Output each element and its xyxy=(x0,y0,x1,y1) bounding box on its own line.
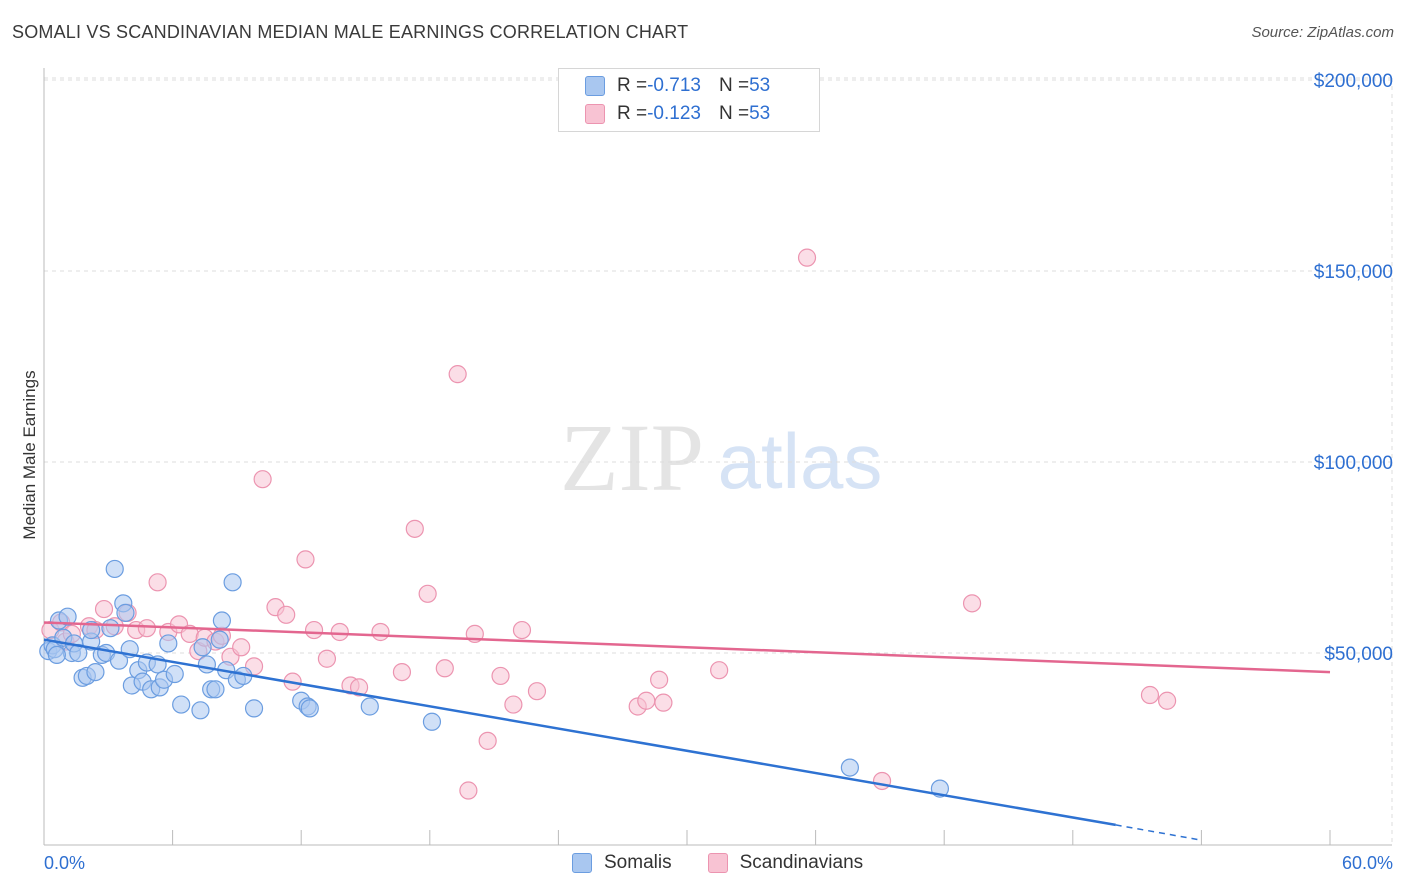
somali-trend-extension xyxy=(1115,824,1202,841)
scandinavian-point xyxy=(418,584,437,603)
somali-swatch xyxy=(572,853,592,873)
somali-point xyxy=(244,699,264,718)
somali-swatch xyxy=(585,76,605,96)
legend-n-label: N = xyxy=(718,103,750,124)
scandinavian-point xyxy=(637,691,656,710)
y-tick-labels: $50,000 $100,000 $150,000 $200,000 xyxy=(1314,71,1393,665)
y-tick-label: $200,000 xyxy=(1314,71,1393,92)
legend-row-scandinavians: R = -0.123 N = 53 xyxy=(585,103,770,125)
legend-r-value: -0.123 xyxy=(647,103,701,124)
somali-point xyxy=(159,634,178,653)
scandinavian-point xyxy=(512,620,532,640)
scandinavian-point xyxy=(872,771,892,791)
scandinavian-point xyxy=(330,622,349,642)
somali-point xyxy=(165,664,184,684)
somali-trend-line xyxy=(43,638,1116,827)
watermark: ZIP atlas xyxy=(560,404,882,511)
somali-point xyxy=(360,697,379,716)
scandinavian-point xyxy=(137,619,156,638)
y-tick-label: $50,000 xyxy=(1324,644,1393,665)
scandinavian-trend-line xyxy=(43,621,1331,674)
somali-point xyxy=(86,662,105,682)
legend-n-value: 53 xyxy=(749,75,771,96)
scandinavian-point xyxy=(317,649,337,668)
somali-point xyxy=(212,611,231,630)
somali-point xyxy=(197,655,216,674)
scandinavian-point xyxy=(710,661,729,680)
scandinavian-swatch xyxy=(585,104,605,124)
series-legend: Somalis Scandinavians xyxy=(572,852,899,874)
scandinavian-point xyxy=(277,605,296,624)
somali-point xyxy=(840,758,859,777)
scandinavian-point xyxy=(94,599,114,619)
scandinavian-point xyxy=(435,659,454,678)
somali-point xyxy=(210,630,229,649)
y-axis-label: Median Male Earnings xyxy=(20,370,39,540)
trend-lines xyxy=(43,621,1331,841)
axes xyxy=(43,68,1392,846)
scandinavian-point xyxy=(253,470,272,489)
scandinavian-point xyxy=(797,248,817,267)
correlation-legend: R = -0.713 N = 53 R = -0.123 N = 53 xyxy=(558,68,820,132)
scandinavian-swatch xyxy=(707,853,728,873)
somali-point xyxy=(172,695,191,714)
scandinavian-point xyxy=(405,519,424,538)
scandinavian-point xyxy=(148,573,167,592)
scandinavian-point xyxy=(1158,691,1177,710)
scandinavian-point xyxy=(304,620,324,640)
source-label: Source: ZipAtlas.com xyxy=(1251,24,1394,41)
somali-point xyxy=(47,645,66,665)
legend-r-value: -0.713 xyxy=(647,75,701,96)
scandinavian-point xyxy=(654,693,673,712)
scandinavian-point xyxy=(232,638,251,657)
legend-item-scandinavians: Scandinavians xyxy=(707,852,864,874)
scandinavian-point xyxy=(962,594,982,613)
scandinavian-point xyxy=(296,550,315,569)
scandinavian-point xyxy=(349,678,369,697)
legend-n-value: 53 xyxy=(749,103,771,124)
scandinavian-point xyxy=(650,670,669,689)
scandinavian-point xyxy=(491,666,510,686)
scandinavian-point xyxy=(392,662,412,682)
watermark-zip: ZIP xyxy=(560,404,704,511)
somali-point xyxy=(82,620,101,640)
watermark-atlas: atlas xyxy=(718,417,883,505)
legend-n-label: N = xyxy=(718,75,750,96)
scandinavian-point xyxy=(478,731,497,750)
x-tick-labels: 0.0% 60.0% xyxy=(44,853,1393,873)
somali-point xyxy=(58,607,77,626)
y-tick-label: $150,000 xyxy=(1314,262,1393,283)
scandinavian-points xyxy=(41,248,1177,800)
somali-point xyxy=(300,699,319,718)
gridlines xyxy=(44,77,1393,845)
scandinavian-point xyxy=(371,622,390,642)
y-tick-label: $100,000 xyxy=(1314,453,1393,474)
chart-title: SOMALI VS SCANDINAVIAN MEDIAN MALE EARNI… xyxy=(12,22,689,42)
scandinavian-point xyxy=(1140,685,1160,705)
somali-point xyxy=(101,619,120,638)
somali-point xyxy=(116,603,135,622)
legend-r-label: R = xyxy=(617,75,648,96)
scandinavian-point xyxy=(504,695,523,714)
legend-row-somalis: R = -0.713 N = 53 xyxy=(585,75,770,97)
x-tick-label: 0.0% xyxy=(44,853,85,873)
legend-label-somalis: Somalis xyxy=(604,852,672,873)
somali-point xyxy=(193,638,212,657)
somali-point xyxy=(223,573,242,592)
somali-point xyxy=(422,712,442,731)
scandinavian-point xyxy=(527,682,547,701)
scandinavian-point xyxy=(459,781,478,800)
legend-item-somalis: Somalis xyxy=(572,852,672,874)
scandinavian-point xyxy=(448,365,467,384)
legend-label-scandinavians: Scandinavians xyxy=(739,852,864,873)
legend-r-label: R = xyxy=(617,103,648,124)
somali-point xyxy=(191,701,210,720)
x-tick-label: 60.0% xyxy=(1342,853,1393,873)
somali-point xyxy=(206,680,225,699)
somali-point xyxy=(105,559,124,579)
